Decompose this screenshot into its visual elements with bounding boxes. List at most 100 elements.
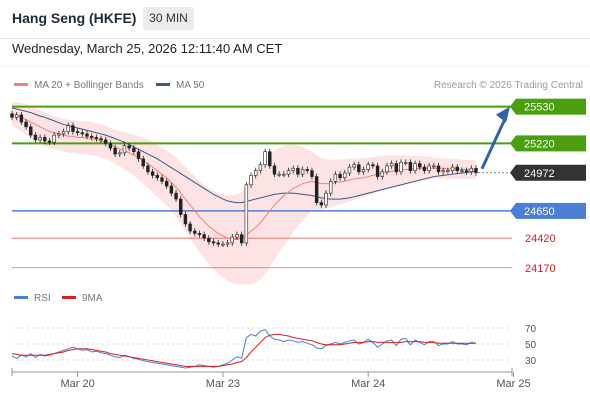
legend-9ma-label: 9MA [82,293,103,304]
rsi-level-label-30: 30 [525,356,537,367]
rsi-swatch [14,295,28,299]
candle-body [150,171,155,176]
candle-body [352,164,356,168]
level-badge-24650 [516,202,586,219]
candle-body [347,166,352,174]
candle-body [272,165,277,175]
candle-body [333,173,338,182]
candle-body [188,223,192,232]
candle-body [239,234,244,244]
candle-body [422,166,427,171]
ma20-line [11,113,477,240]
candle-body [343,172,347,179]
candle-body [338,173,342,179]
candle-body [389,163,394,167]
candle-body [113,147,117,155]
candle-body [108,143,113,149]
candle-body [202,234,206,239]
candle-body [474,167,478,174]
level-badge-tip-25220 [510,135,516,152]
candle-body [89,135,94,138]
candle-body [146,165,150,173]
candle-body [314,176,319,203]
candle-body [263,151,267,166]
candle-body [33,134,38,141]
candle-body [291,167,295,171]
ma50-swatch [156,82,170,86]
legend-rsi: RSI [14,293,51,304]
candle-body [169,185,174,194]
x-tick-label-0: Mar 20 [60,378,94,390]
candle-body [118,152,122,155]
candle-body [375,165,380,177]
candle-body [29,126,33,136]
candle-body [14,114,19,118]
timestamp: Wednesday, March 25, 2026 12:11:40 AM CE… [12,41,283,56]
candle-body [179,198,183,215]
candle-body [296,167,300,175]
candle-body [52,134,56,143]
candle-body [258,164,263,171]
legend-ma50-label: MA 50 [176,80,205,91]
candle-body [408,162,413,171]
candle-body [380,171,384,177]
x-tick-label-1: Mar 23 [206,378,240,390]
9ma-swatch [62,295,76,299]
candle-body [361,169,366,173]
candle-body [141,158,145,167]
candle-body [66,125,70,132]
ma20-swatch [14,82,28,86]
candle-body [286,170,291,175]
rsi-9ma-line [11,333,476,367]
candle-body [394,163,399,173]
level-badge-tip-24650 [510,202,516,219]
legend-ma20-label: MA 20 + Bollinger Bands [34,80,144,91]
header-bar: Hang Seng (HKFE) 30 MIN [0,0,590,39]
candle-body [249,175,253,186]
candle-body [207,237,211,243]
candle-body [155,175,159,179]
candle-body [310,170,314,177]
candle-body [455,166,459,171]
x-tick-label-2: Mar 24 [351,378,385,390]
interval-button[interactable]: 30 MIN [143,7,194,30]
candle-body [211,241,216,244]
legend-rsi-label: RSI [34,293,51,304]
legend-ma50: MA 50 [156,80,204,91]
candle-body [174,192,178,200]
candle-body [319,202,324,206]
legend-9ma: 9MA [62,293,103,304]
candle-body [160,177,164,182]
candle-body [427,165,431,171]
rsi-level-label-70: 70 [525,324,537,335]
candle-body [268,151,272,167]
level-label-24972: 24972 [524,168,555,180]
x-tick-label-3: Mar 25 [496,378,530,390]
candle-body [324,192,328,206]
candle-body [436,165,441,173]
level-badge-25220 [516,135,586,152]
candle-body [418,163,422,168]
level-label-24170: 24170 [525,263,556,275]
candle-body [282,173,286,176]
candle-body [277,173,281,176]
candle-body [385,165,389,173]
credit-text: Research © 2026 Trading Central [433,80,583,91]
candle-body [225,242,230,245]
candle-body [136,151,141,160]
candle-body [19,114,24,123]
candle-body [403,162,408,164]
candle-body [329,180,333,194]
candle-body [61,131,66,135]
instrument-title: Hang Seng (HKFE) [12,10,137,26]
level-label-25530: 25530 [524,102,555,114]
candle-body [75,131,80,134]
candle-body [399,162,403,173]
level-badge-tip-25530 [510,98,516,115]
candle-body [80,132,85,135]
candle-body [57,133,61,136]
level-badge-tip-24972 [510,164,516,181]
candle-body [94,137,99,139]
candle-body [305,169,309,171]
